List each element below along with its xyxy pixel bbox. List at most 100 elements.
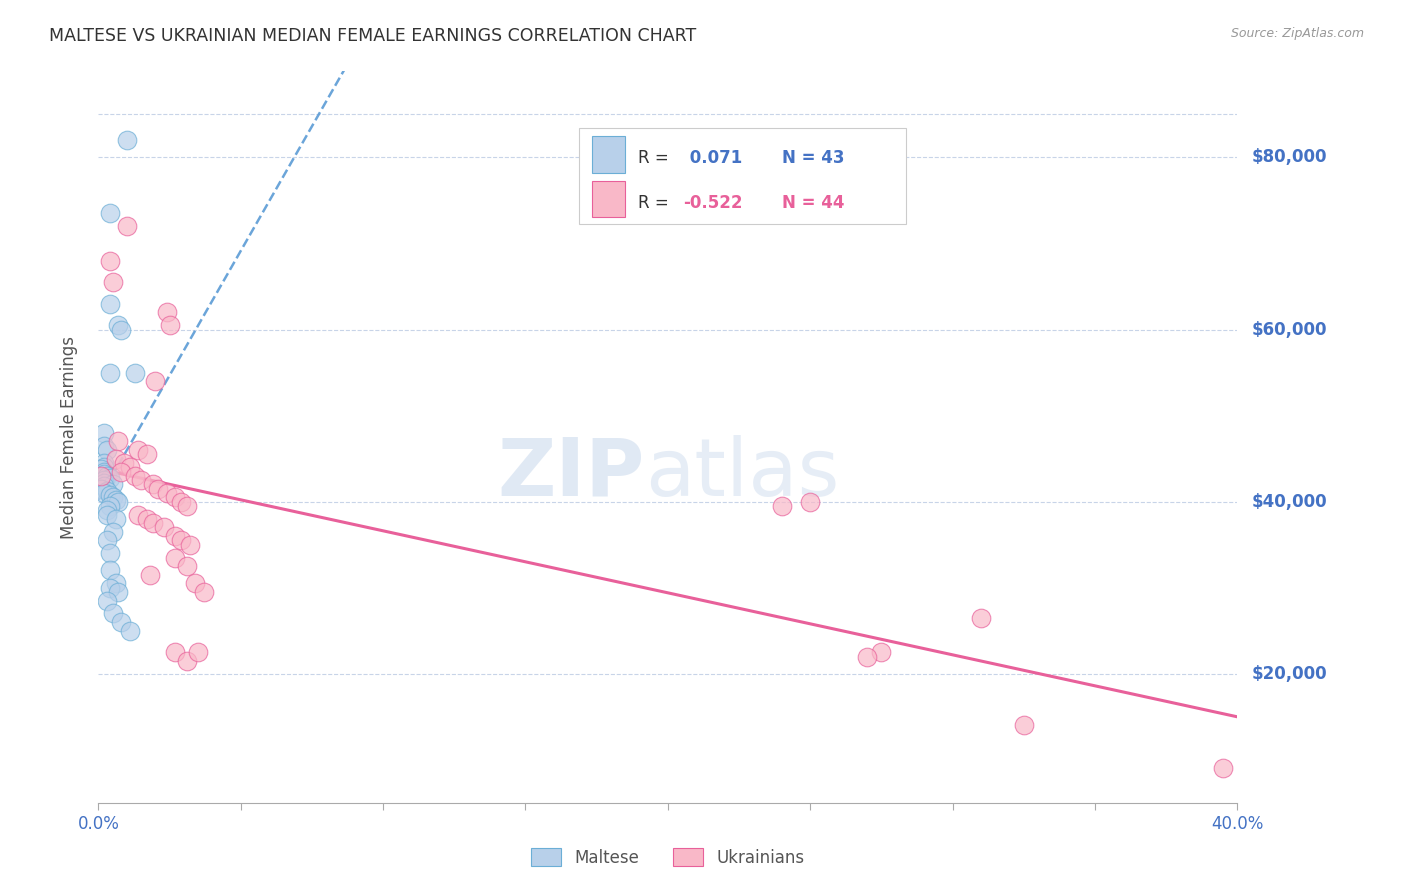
Text: $80,000: $80,000 xyxy=(1251,148,1327,167)
Point xyxy=(127,442,149,457)
Point xyxy=(101,524,124,539)
Point xyxy=(176,654,198,668)
Point xyxy=(98,564,121,578)
Point xyxy=(98,499,121,513)
Point xyxy=(176,559,198,574)
Text: Source: ZipAtlas.com: Source: ZipAtlas.com xyxy=(1230,27,1364,40)
Point xyxy=(96,503,118,517)
Point xyxy=(98,366,121,380)
Point xyxy=(165,491,187,505)
Point xyxy=(110,322,132,336)
Point xyxy=(98,488,121,502)
Point xyxy=(148,482,170,496)
Point xyxy=(96,468,118,483)
Text: R =: R = xyxy=(638,194,668,211)
Point xyxy=(1012,718,1035,732)
Point xyxy=(115,133,138,147)
Point xyxy=(770,499,793,513)
Text: $40,000: $40,000 xyxy=(1251,492,1327,510)
Point xyxy=(135,512,157,526)
Text: MALTESE VS UKRAINIAN MEDIAN FEMALE EARNINGS CORRELATION CHART: MALTESE VS UKRAINIAN MEDIAN FEMALE EARNI… xyxy=(49,27,696,45)
Point xyxy=(1212,761,1234,775)
Bar xyxy=(592,136,624,173)
Point xyxy=(129,473,152,487)
Point xyxy=(856,649,879,664)
Point xyxy=(93,475,115,490)
Point xyxy=(96,484,118,499)
Point xyxy=(104,451,127,466)
Text: N = 43: N = 43 xyxy=(782,150,844,168)
Point xyxy=(90,468,112,483)
Point xyxy=(93,439,115,453)
Point xyxy=(799,494,821,508)
Point xyxy=(98,581,121,595)
Text: R =: R = xyxy=(638,150,668,168)
Point xyxy=(156,305,179,319)
Point xyxy=(93,486,115,500)
Point xyxy=(96,508,118,522)
Point xyxy=(124,366,146,380)
Point xyxy=(104,492,127,507)
Point xyxy=(153,520,176,534)
Point xyxy=(141,516,163,530)
Point xyxy=(115,219,138,234)
Point xyxy=(165,529,187,543)
Point xyxy=(124,468,146,483)
Point xyxy=(93,456,115,470)
Point xyxy=(118,624,141,638)
Point xyxy=(138,567,160,582)
Point xyxy=(93,465,115,479)
Point xyxy=(93,479,115,493)
Point xyxy=(170,494,193,508)
Point xyxy=(110,615,132,629)
Point xyxy=(156,486,179,500)
Point xyxy=(98,253,121,268)
Point xyxy=(107,318,129,333)
Point xyxy=(193,585,215,599)
Point xyxy=(112,456,135,470)
Point xyxy=(176,499,198,513)
Point xyxy=(127,508,149,522)
Text: $60,000: $60,000 xyxy=(1251,320,1327,339)
Point xyxy=(96,593,118,607)
Point xyxy=(165,645,187,659)
Point xyxy=(96,442,118,457)
Point xyxy=(179,538,201,552)
Point xyxy=(170,533,193,548)
Point xyxy=(101,275,124,289)
Text: ZIP: ZIP xyxy=(498,434,645,513)
Legend: Maltese, Ukrainians: Maltese, Ukrainians xyxy=(523,840,813,875)
Point xyxy=(93,425,115,440)
Point xyxy=(184,576,207,591)
Point xyxy=(101,491,124,505)
Point xyxy=(101,607,124,621)
Point xyxy=(187,645,209,659)
Point xyxy=(107,434,129,449)
Text: 0.071: 0.071 xyxy=(683,150,742,168)
Point xyxy=(90,462,112,476)
Point xyxy=(145,374,167,388)
Point xyxy=(118,460,141,475)
Point xyxy=(110,465,132,479)
FancyBboxPatch shape xyxy=(579,128,905,224)
Text: atlas: atlas xyxy=(645,434,839,513)
Point xyxy=(98,296,121,310)
Point xyxy=(98,546,121,560)
Text: N = 44: N = 44 xyxy=(782,194,844,211)
Point xyxy=(93,467,115,481)
Point xyxy=(970,611,993,625)
Point xyxy=(135,447,157,461)
Text: -0.522: -0.522 xyxy=(683,194,742,211)
Point xyxy=(107,494,129,508)
Bar xyxy=(592,181,624,218)
Y-axis label: Median Female Earnings: Median Female Earnings xyxy=(59,335,77,539)
Point xyxy=(165,550,187,565)
Point xyxy=(870,645,893,659)
Point xyxy=(141,477,163,491)
Point xyxy=(107,585,129,599)
Point xyxy=(98,470,121,484)
Text: $20,000: $20,000 xyxy=(1251,665,1327,682)
Point xyxy=(96,533,118,548)
Point xyxy=(93,460,115,475)
Point xyxy=(159,318,181,333)
